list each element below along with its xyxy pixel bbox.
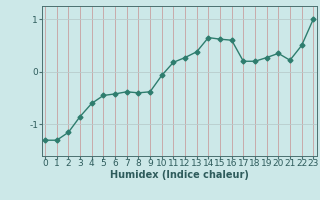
X-axis label: Humidex (Indice chaleur): Humidex (Indice chaleur) — [110, 170, 249, 180]
